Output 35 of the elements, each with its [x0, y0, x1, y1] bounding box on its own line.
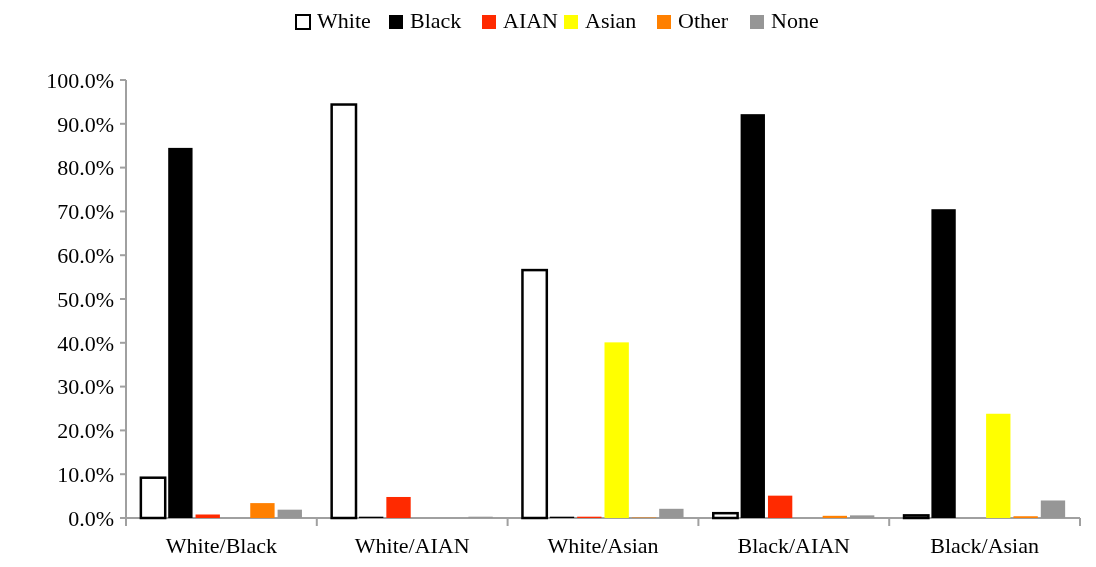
bar [822, 515, 847, 518]
y-tick-label: 40.0% [57, 330, 114, 356]
y-tick-label: 10.0% [57, 461, 114, 487]
y-tick-label: 50.0% [57, 286, 114, 312]
legend-label: Other [678, 8, 729, 33]
bar [604, 342, 629, 518]
bar [330, 103, 358, 520]
y-tick-label: 0.0% [68, 505, 114, 531]
bar [521, 268, 549, 520]
bar [168, 147, 193, 518]
x-tick-label: White/AIAN [354, 533, 470, 558]
y-tick-label: 30.0% [57, 374, 114, 400]
bar [740, 114, 765, 518]
y-tick-label: 70.0% [57, 199, 114, 225]
bar [195, 514, 220, 518]
bar [386, 496, 411, 518]
x-tick-label: White/Asian [547, 533, 659, 558]
y-tick-label: 90.0% [57, 111, 114, 137]
bar [767, 495, 793, 518]
y-tick-label: 80.0% [57, 155, 114, 181]
y-tick-label: 60.0% [57, 242, 114, 268]
x-tick-label: Black/AIAN [737, 533, 851, 558]
bar [139, 476, 167, 520]
legend-label: Black [410, 8, 462, 33]
x-tick-label: Black/Asian [930, 533, 1039, 558]
y-tick-label: 20.0% [57, 418, 114, 444]
legend-label: None [771, 8, 819, 33]
x-tick-label: White/Black [165, 533, 277, 558]
bar [712, 511, 739, 520]
legend-label: Asian [585, 8, 637, 33]
y-tick-label: 100.0% [46, 67, 114, 93]
legend-label: White [317, 8, 371, 33]
bar [986, 413, 1011, 518]
legend-label: AIAN [503, 8, 559, 33]
bar [250, 503, 275, 518]
